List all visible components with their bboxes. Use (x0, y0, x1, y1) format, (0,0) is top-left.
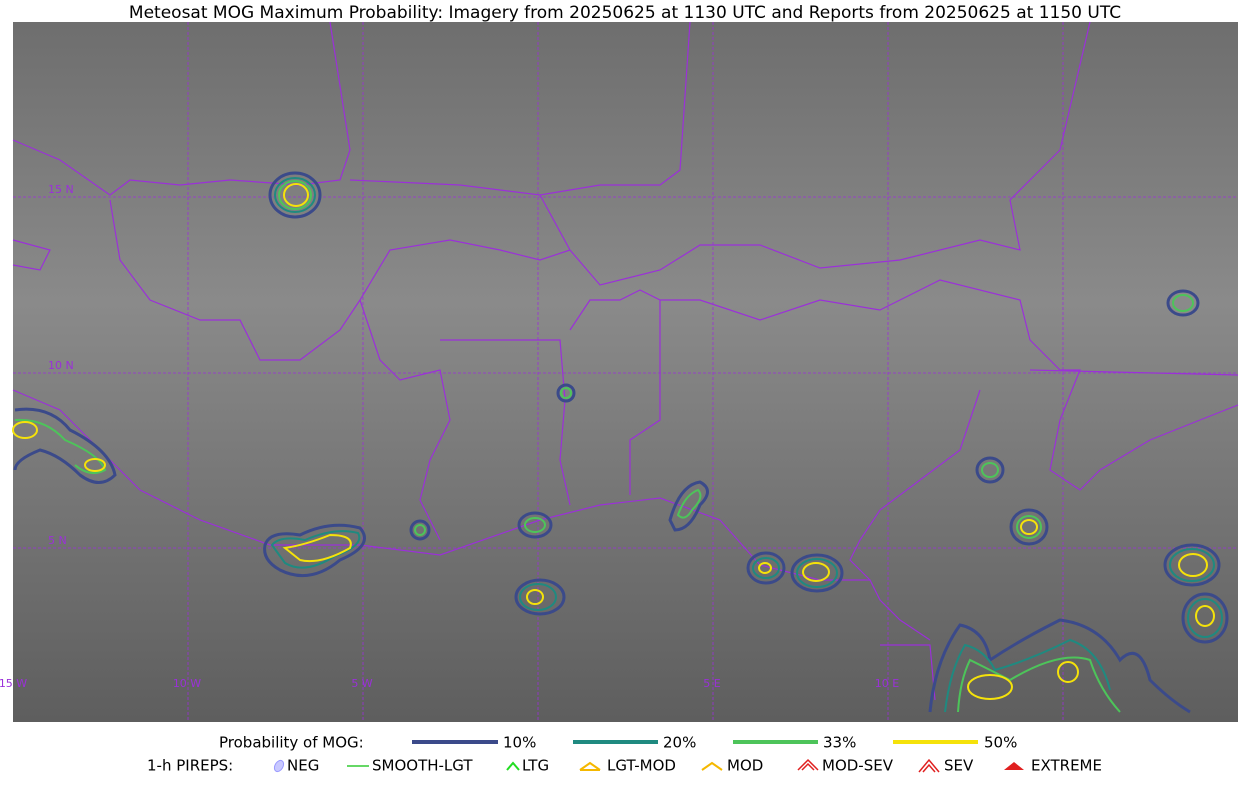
mog-contours (12, 171, 1229, 714)
lon-label: 5 W (351, 677, 372, 690)
lon-label: 5 E (703, 677, 720, 690)
legend-label: Probability of MOG: (219, 734, 364, 752)
lat-label: 5 N (48, 534, 67, 547)
legend-item: 20% (663, 734, 696, 752)
legend-item: NEG (287, 757, 319, 775)
borders (12, 21, 1239, 701)
legend-item: MOD (727, 757, 763, 775)
lon-label: 10 E (875, 677, 899, 690)
legend-item: SEV (944, 757, 974, 775)
legend-label: 1-h PIREPS: (147, 757, 233, 775)
legend-item: MOD-SEV (822, 757, 894, 775)
legend-item: 10% (503, 734, 536, 752)
satellite-image (13, 22, 1238, 722)
lon-label: 15 W (0, 677, 27, 690)
map: 15 N 10 N 5 N 15 W 10 W 5 W 5 E 10 E (0, 21, 1239, 722)
lat-label: 15 N (48, 183, 74, 196)
legend: Probability of MOG: 10% 20% 33% 50% 1-h … (147, 734, 1102, 775)
legend-item: 50% (984, 734, 1017, 752)
title: Meteosat MOG Maximum Probability: Imager… (129, 3, 1121, 23)
legend-item: EXTREME (1031, 757, 1102, 775)
lon-label: 10 W (173, 677, 201, 690)
legend-item: LTG (522, 757, 549, 775)
legend-item: 33% (823, 734, 856, 752)
legend-item: LGT-MOD (607, 757, 676, 775)
legend-item: SMOOTH-LGT (372, 757, 473, 775)
lat-label: 10 N (48, 359, 74, 372)
